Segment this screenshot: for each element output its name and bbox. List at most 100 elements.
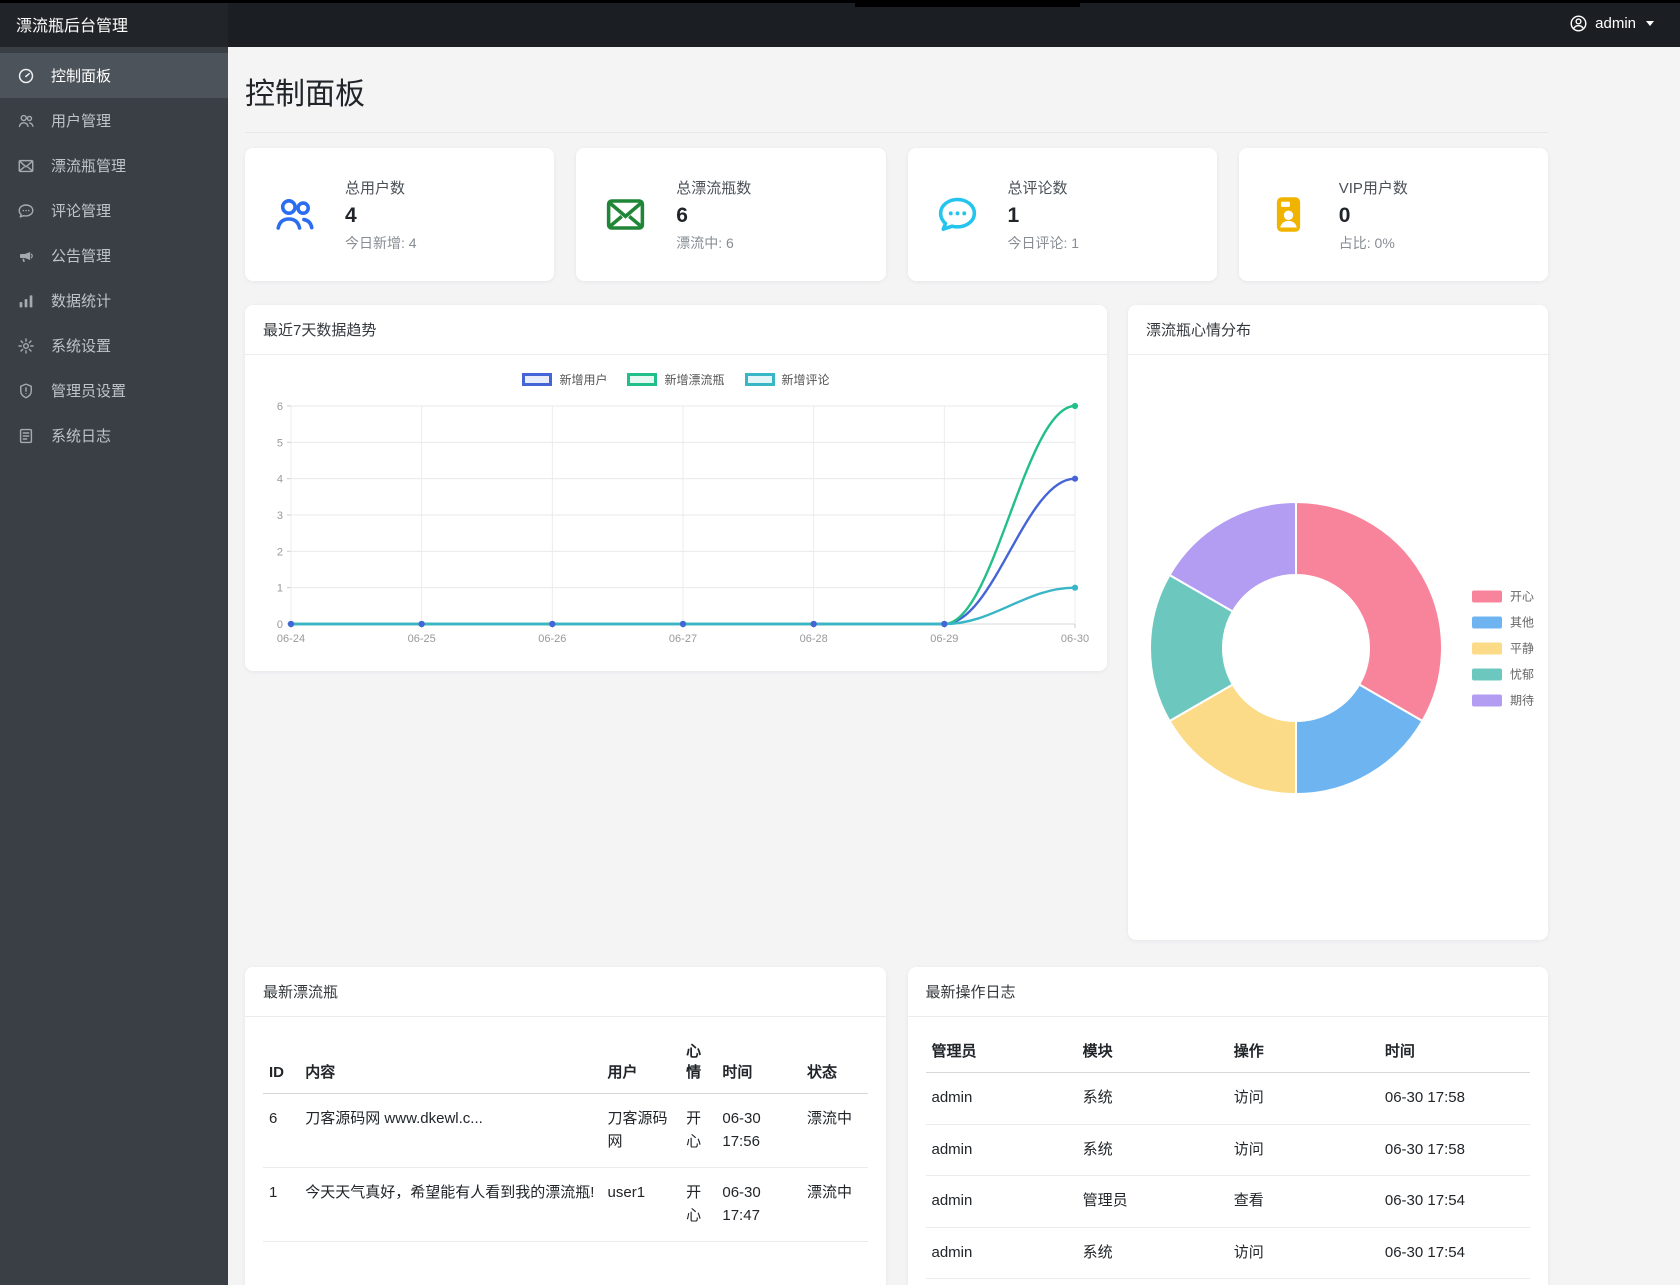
stat-sub: 占比: 0% [1338, 234, 1395, 251]
donut-chart [1146, 498, 1446, 798]
line-chart: 0 1 2 3 4 5 6 06-24 06-25 06-26 06-27 06-28 06-29 06-… [261, 396, 1091, 663]
svg-text:06-29: 06-29 [930, 633, 958, 645]
table-cell: admin [925, 1227, 1077, 1279]
table-row: 6 刀客源码网 www.dkewl.c... 刀客源码网 开心 06-30 17:56 漂… [263, 1093, 868, 1168]
column-header: 内容 [299, 1025, 602, 1094]
sidebar-item-settings[interactable]: 系统设置 [0, 323, 228, 368]
table-cell: user1 [601, 1167, 681, 1242]
svg-text:6: 6 [277, 401, 283, 413]
user-menu[interactable]: admin [1569, 14, 1680, 33]
sidebar: 控制面板用户管理漂流瓶管理评论管理公告管理数据统计系统设置管理员设置系统日志 [0, 47, 228, 1285]
column-header: 时间 [716, 1025, 801, 1094]
sidebar-item-users[interactable]: 用户管理 [0, 98, 228, 143]
sidebar-item-label: 用户管理 [51, 113, 112, 130]
sidebar-item-announcements[interactable]: 公告管理 [0, 233, 228, 278]
table-cell: 管理员 [1076, 1175, 1228, 1228]
stats-row: 总用户数 4 今日新增: 4 总漂流瓶数 6 漂流中: 6 总评论数 1 今日评论: 1 VIP用… [245, 148, 1548, 281]
table-cell: admin [925, 1175, 1077, 1228]
table-cell: 访问 [1227, 1072, 1379, 1125]
sidebar-item-admin-settings[interactable]: 管理员设置 [0, 368, 228, 413]
svg-text:3: 3 [277, 510, 283, 522]
stat-value: 6 [676, 203, 688, 227]
sidebar-item-label: 控制面板 [51, 68, 112, 85]
logs-table: 管理员 模块 操作 时间 admin 系统 访问 06-30 17:58 admin 系统 访问 06… [925, 1025, 1530, 1279]
table-cell: 系统 [1076, 1072, 1228, 1125]
gear-icon [17, 337, 35, 355]
mood-chart-card: 漂流瓶心情分布 开心其他平静忧郁期待 [1128, 305, 1548, 940]
sidebar-item-label: 漂流瓶管理 [51, 158, 127, 175]
table-header-row: ID 内容 用户 心情 时间 状态 [263, 1025, 868, 1094]
top-notch [855, 0, 1080, 7]
sidebar-item-statistics[interactable]: 数据统计 [0, 278, 228, 323]
table-cell: 访问 [1227, 1124, 1379, 1176]
page-title: 控制面板 [245, 78, 365, 111]
users-icon [272, 192, 317, 237]
stat-card: 总用户数 4 今日新增: 4 [245, 148, 555, 281]
column-header: 模块 [1076, 1025, 1228, 1073]
table-cell: 漂流中 [801, 1093, 868, 1168]
legend-label: 新增用户 [559, 373, 608, 387]
user-name: admin [1595, 15, 1636, 32]
donut-legend: 开心其他平静忧郁期待 [1471, 588, 1534, 709]
svg-text:1: 1 [277, 583, 283, 595]
latest-logs-card: 最新操作日志 管理员 模块 操作 时间 admin 系统 访问 06-30 17:58 admi… [907, 967, 1548, 1285]
sidebar-item-comments[interactable]: 评论管理 [0, 188, 228, 233]
legend-item[interactable]: 忧郁 [1471, 666, 1534, 683]
legend-label: 其他 [1509, 615, 1534, 630]
svg-text:4: 4 [277, 474, 283, 486]
sidebar-item-label: 评论管理 [51, 203, 112, 220]
legend-swatch [744, 373, 775, 386]
stat-label: VIP用户数 [1338, 179, 1408, 197]
latest-bottles-card: 最新漂流瓶 ID 内容 用户 心情 时间 状态 6 刀客源码网 www.dkewl.c... 刀… [245, 967, 886, 1285]
legend-item[interactable]: 开心 [1471, 588, 1534, 605]
envelope-icon [17, 157, 35, 175]
legend-label: 平静 [1509, 641, 1534, 656]
brand-title[interactable]: 漂流瓶后台管理 [0, 0, 228, 47]
svg-text:2: 2 [277, 546, 283, 558]
sidebar-item-label: 系统日志 [51, 428, 112, 445]
sidebar-item-label: 管理员设置 [51, 383, 127, 400]
column-header: 时间 [1378, 1025, 1530, 1073]
sidebar-item-dashboard[interactable]: 控制面板 [0, 53, 228, 98]
stat-sub: 今日评论: 1 [1007, 234, 1080, 251]
legend-item[interactable]: 新增漂流瓶 [627, 371, 725, 388]
table-cell: 06-30 17:56 [716, 1093, 801, 1168]
table-cell: 漂流中 [801, 1167, 868, 1242]
table-row: 1 今天天气真好，希望能有人看到我的漂流瓶! user1 开心 06-30 17:47 漂… [263, 1167, 868, 1242]
table-header-row: 管理员 模块 操作 时间 [925, 1025, 1530, 1073]
comment-icon [17, 202, 35, 220]
legend-swatch [522, 373, 553, 386]
legend-item[interactable]: 期待 [1471, 692, 1534, 709]
legend-item[interactable]: 新增评论 [744, 371, 830, 388]
svg-text:06-26: 06-26 [538, 633, 566, 645]
svg-text:0: 0 [277, 619, 283, 631]
svg-text:06-27: 06-27 [669, 633, 697, 645]
charts-row: 最近7天数据趋势 新增用户 新增漂流瓶 新增评论 0 1 2 3 4 5 6 06-24 06-25… [245, 305, 1548, 940]
mood-chart-title: 漂流瓶心情分布 [1128, 305, 1548, 355]
svg-text:06-30: 06-30 [1061, 633, 1089, 645]
sidebar-item-logs[interactable]: 系统日志 [0, 413, 228, 458]
table-cell: 系统 [1076, 1124, 1228, 1176]
line-chart-legend: 新增用户 新增漂流瓶 新增评论 [261, 371, 1091, 388]
table-row: admin 系统 访问 06-30 17:58 [925, 1124, 1530, 1176]
bottles-table: ID 内容 用户 心情 时间 状态 6 刀客源码网 www.dkewl.c... 刀客源码网 开心… [263, 1025, 868, 1242]
column-header: 用户 [601, 1025, 681, 1094]
sidebar-item-label: 公告管理 [51, 248, 112, 265]
legend-swatch [1471, 668, 1502, 680]
sidebar-item-label: 数据统计 [51, 293, 112, 310]
legend-item[interactable]: 新增用户 [522, 371, 607, 388]
column-header: 心情 [680, 1025, 717, 1094]
stat-sub: 漂流中: 6 [676, 234, 734, 251]
legend-item[interactable]: 平静 [1471, 640, 1534, 657]
column-header: ID [263, 1025, 300, 1094]
stat-value: 0 [1338, 203, 1351, 227]
table-cell: 查看 [1227, 1175, 1379, 1228]
trend-chart-title: 最近7天数据趋势 [245, 305, 1107, 355]
sidebar-item-bottles[interactable]: 漂流瓶管理 [0, 143, 228, 188]
legend-label: 忧郁 [1509, 667, 1534, 682]
bullhorn-icon [17, 247, 35, 265]
table-cell: 刀客源码网 www.dkewl.c... [299, 1093, 602, 1168]
table-cell: 06-30 17:58 [1378, 1124, 1530, 1176]
legend-item[interactable]: 其他 [1471, 614, 1534, 631]
gauge-icon [17, 67, 35, 85]
